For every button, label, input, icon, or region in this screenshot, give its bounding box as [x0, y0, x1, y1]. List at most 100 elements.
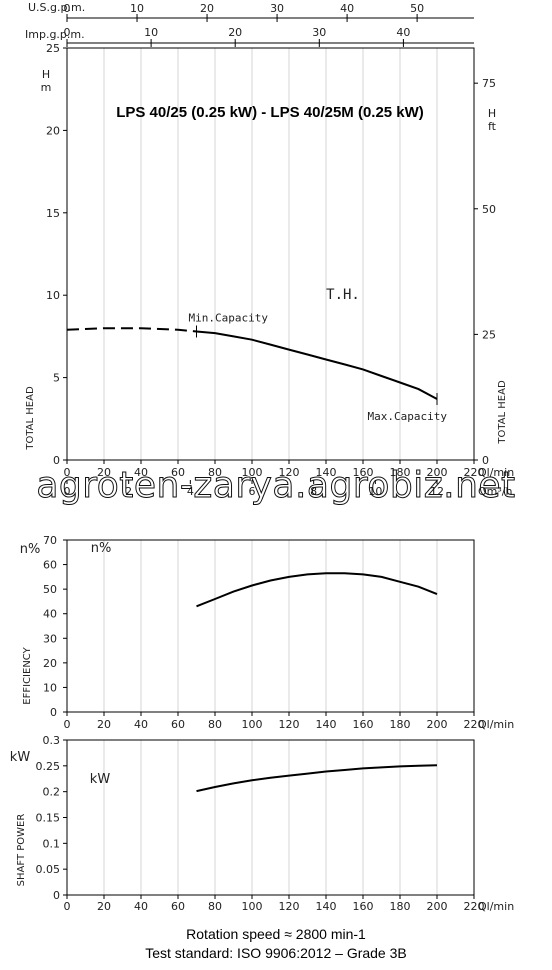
eff-x-tick-label: 160 [353, 718, 374, 731]
power-x-tick-label: 40 [134, 900, 148, 913]
power-x-tick-label: 160 [353, 900, 374, 913]
eff-curve-label: n% [91, 541, 112, 556]
head-m-tick-label: 20 [46, 124, 60, 137]
head-axis-label-right: TOTAL HEAD [497, 380, 508, 445]
power-plot-frame [66, 739, 475, 896]
head-m3h-axis-label: Qm³/h [478, 485, 512, 498]
head-curve-dashed [66, 327, 197, 333]
head-qlmin-tick-label: 40 [134, 466, 148, 479]
eff-x-tick-label: 120 [279, 718, 300, 731]
impgpm-tick-label: 0 [64, 26, 71, 39]
head-ft-tick-label: 50 [482, 203, 496, 216]
head-ft-tick-label: 0 [482, 454, 489, 467]
usgpm-axis-label: U.S.g.p.m. [28, 1, 85, 14]
eff-x-tick-label: 140 [316, 718, 337, 731]
head-qlmin-tick-label: 100 [242, 466, 263, 479]
head-qlmin-tick-label: 200 [427, 466, 448, 479]
head-m-tick-label: 10 [46, 289, 60, 302]
head-qlmin-tick-label: 220 [464, 466, 485, 479]
head-m-tick-label: 25 [46, 42, 60, 55]
head-m-tick-label: 15 [46, 207, 60, 220]
eff-x-axis-label: Ql/min [478, 718, 514, 731]
eff-y-tick-label: 10 [43, 681, 57, 694]
impgpm-axis-label: Imp.g.p.m. [25, 28, 85, 41]
eff-y-tick-label: 0 [50, 706, 57, 719]
head-m3h-tick-label: 6 [249, 485, 256, 498]
head-axis-label: TOTAL HEAD [25, 386, 36, 451]
watermark: agroten-zarya.agrobiz.net [36, 465, 515, 506]
head-m-tick-label: 5 [53, 372, 60, 385]
power-y-tick-label: 0.2 [43, 786, 61, 799]
head-ft-tick-label: 25 [482, 328, 496, 341]
head-m3h-tick-label: 8 [310, 485, 317, 498]
impgpm-tick-label: 40 [396, 26, 410, 39]
head-qlmin-tick-label: 180 [390, 466, 411, 479]
eff-y-tick-label: 60 [43, 559, 57, 572]
power-x-tick-label: 0 [64, 900, 71, 913]
eff-plot-frame [66, 539, 475, 713]
eff-x-tick-label: 40 [134, 718, 148, 731]
head-unit-m: m [41, 81, 52, 94]
power-y-tick-label: 0.15 [36, 812, 61, 825]
head-qlmin-tick-label: 160 [353, 466, 374, 479]
power-x-tick-label: 120 [279, 900, 300, 913]
head-m3h-tick-label: 12 [430, 485, 444, 498]
footer-rotation-speed: Rotation speed ≈ 2800 min-1 [186, 926, 366, 942]
power-curve-label: kW [90, 772, 111, 787]
eff-y-tick-label: 70 [43, 534, 57, 547]
head-ft-tick-label: 75 [482, 77, 496, 90]
impgpm-tick-label: 20 [228, 26, 242, 39]
power-y-tick-label: 0 [53, 889, 60, 902]
eff-x-tick-label: 200 [427, 718, 448, 731]
head-m3h-tick-label: 2 [125, 485, 132, 498]
footer-test-standard: Test standard: ISO 9906:2012 – Grade 3B [145, 945, 407, 961]
eff-y-tick-label: 40 [43, 608, 57, 621]
eff-unit-label: n% [20, 542, 41, 557]
head-m3h-tick-label: 10 [368, 485, 382, 498]
impgpm-tick-label: 30 [312, 26, 326, 39]
power-x-tick-label: 200 [427, 900, 448, 913]
eff-x-tick-label: 180 [390, 718, 411, 731]
power-axis-label: SHAFT POWER [16, 814, 27, 887]
eff-x-tick-label: 100 [242, 718, 263, 731]
head-m3h-tick-label: 0 [64, 485, 71, 498]
head-qlmin-tick-label: 0 [64, 466, 71, 479]
eff-y-tick-label: 20 [43, 657, 57, 670]
usgpm-tick-label: 20 [200, 2, 214, 15]
usgpm-tick-label: 10 [130, 2, 144, 15]
power-y-tick-label: 0.05 [36, 863, 61, 876]
usgpm-tick-label: 0 [64, 2, 71, 15]
min-capacity-label: Min.Capacity [189, 311, 269, 324]
eff-y-tick-label: 30 [43, 632, 57, 645]
total-head-curve-label: T.H. [326, 287, 360, 303]
power-y-tick-label: 0.1 [43, 837, 61, 850]
head-qlmin-tick-label: 60 [171, 466, 185, 479]
power-x-tick-label: 60 [171, 900, 185, 913]
usgpm-tick-label: 50 [410, 2, 424, 15]
power-x-tick-label: 220 [464, 900, 485, 913]
head-qlmin-axis-label: Ql/min [478, 466, 514, 479]
head-qlmin-tick-label: 20 [97, 466, 111, 479]
head-unit-H-ft: H [488, 107, 496, 120]
head-qlmin-tick-label: 120 [279, 466, 300, 479]
head-qlmin-tick-label: 140 [316, 466, 337, 479]
head-plot-frame [66, 47, 475, 461]
power-x-tick-label: 20 [97, 900, 111, 913]
eff-x-tick-label: 20 [97, 718, 111, 731]
power-y-tick-label: 0.25 [36, 760, 61, 773]
power-x-tick-label: 80 [208, 900, 222, 913]
eff-axis-label: EFFICIENCY [22, 646, 33, 704]
power-x-tick-label: 180 [390, 900, 411, 913]
eff-y-tick-label: 50 [43, 583, 57, 596]
power-x-tick-label: 140 [316, 900, 337, 913]
head-qlmin-tick-label: 80 [208, 466, 222, 479]
impgpm-tick-label: 10 [144, 26, 158, 39]
eff-x-tick-label: 80 [208, 718, 222, 731]
eff-x-tick-label: 0 [64, 718, 71, 731]
power-x-tick-label: 100 [242, 900, 263, 913]
shaft-power-curve [196, 764, 438, 793]
chart-title: LPS 40/25 (0.25 kW) - LPS 40/25M (0.25 k… [116, 104, 424, 121]
usgpm-tick-label: 40 [340, 2, 354, 15]
power-y-tick-label: 0.3 [43, 734, 61, 747]
